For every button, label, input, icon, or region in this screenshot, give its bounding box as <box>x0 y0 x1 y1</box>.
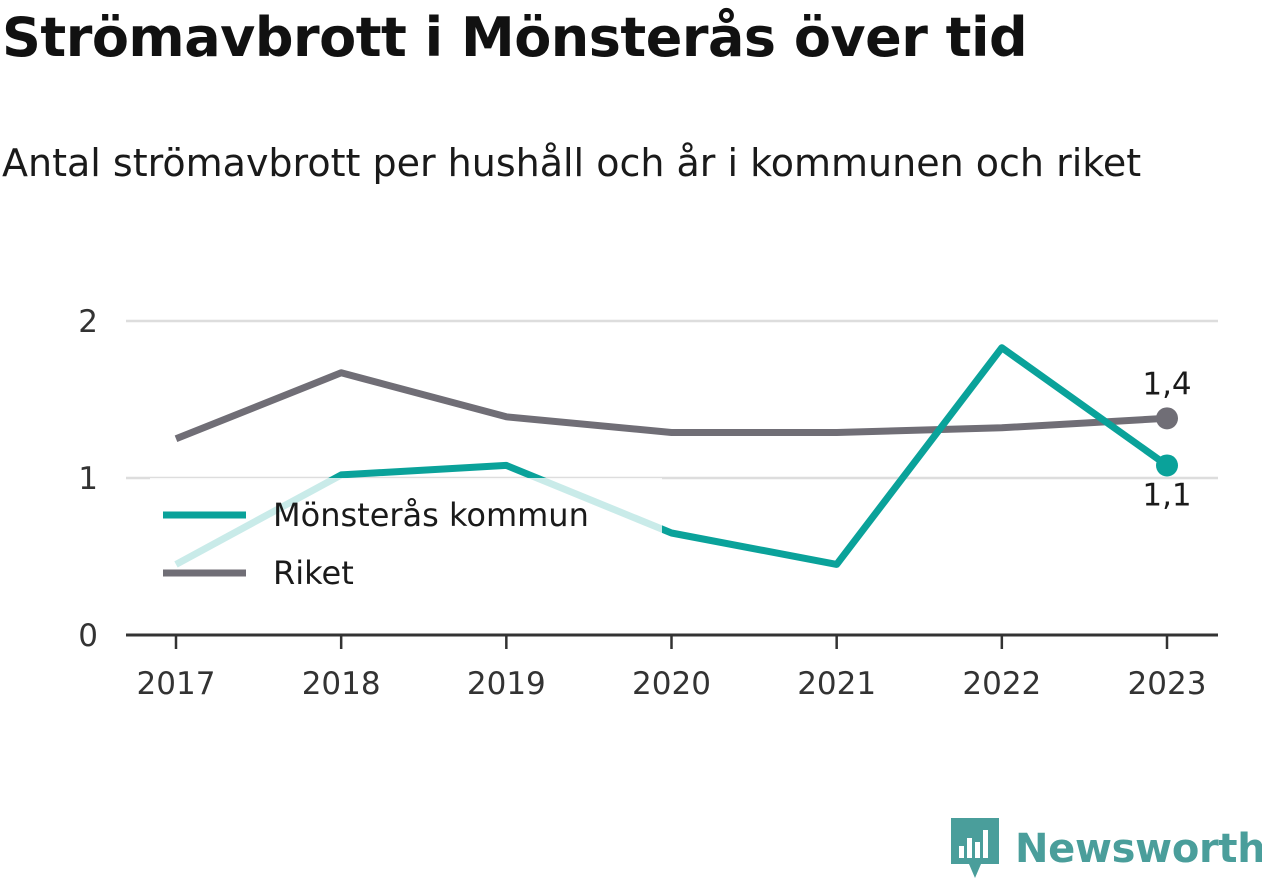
y-axis-ticks: 0 1 2 <box>78 304 98 654</box>
x-axis-ticks: 2017 2018 2019 2020 2021 2022 2023 <box>137 635 1207 702</box>
bar-chart-logo-icon <box>951 818 999 878</box>
x-tick-label: 2021 <box>797 666 876 702</box>
series-end-point <box>1156 454 1178 477</box>
x-tick-label: 2017 <box>137 666 216 702</box>
series-lines <box>174 344 1178 568</box>
y-tick-label: 2 <box>78 304 98 340</box>
legend: Mönsterås kommun Riket <box>150 478 662 602</box>
x-tick-label: 2023 <box>1128 666 1207 702</box>
series-line <box>174 369 1168 443</box>
x-tick-label: 2022 <box>962 666 1041 702</box>
y-tick-label: 1 <box>78 461 98 497</box>
x-tick-label: 2018 <box>302 666 381 702</box>
end-value-label: 1,4 <box>1142 366 1191 402</box>
x-tick-label: 2020 <box>632 666 711 702</box>
end-value-label: 1,1 <box>1142 477 1191 513</box>
legend-label: Mönsterås kommun <box>273 496 589 534</box>
data-labels: 1,1 1,4 <box>1142 366 1191 513</box>
chart-subtitle: Antal strömavbrott per hushåll och år i … <box>2 141 1142 185</box>
chart-title: Strömavbrott i Mönsterås över tid <box>2 6 1028 69</box>
series-end-point <box>1156 407 1178 430</box>
series-line <box>174 344 1170 568</box>
brand-name: Newsworthy <box>1015 826 1262 872</box>
y-tick-label: 0 <box>78 618 98 654</box>
x-tick-label: 2019 <box>467 666 546 702</box>
legend-background <box>150 478 662 602</box>
legend-label: Riket <box>273 554 354 592</box>
newsworthy-logo: Newsworthy <box>951 818 1262 880</box>
